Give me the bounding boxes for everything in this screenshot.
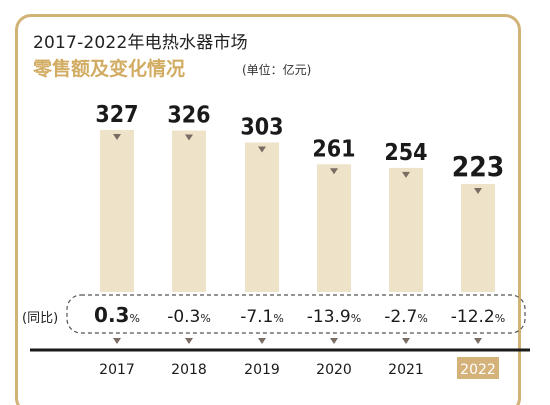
yoy-marker <box>474 338 482 344</box>
yoy-marker <box>258 338 266 344</box>
bar <box>100 130 134 292</box>
yoy-value: -2.7% <box>384 307 428 327</box>
bar <box>317 164 351 292</box>
chart-title: 2017-2022年电热水器市场 <box>33 33 248 53</box>
unit-label: (单位：亿元) <box>242 63 312 77</box>
category-label: 2021 <box>388 362 424 378</box>
bar-marker <box>474 188 482 194</box>
value-label: 254 <box>384 140 427 166</box>
bar-marker <box>402 171 410 178</box>
category-label: 2019 <box>244 362 280 378</box>
value-label: 327 <box>95 102 138 128</box>
yoy-value: -0.3% <box>167 307 211 327</box>
yoy-value: -12.2% <box>451 307 505 327</box>
yoy-label: (同比) <box>22 311 59 326</box>
category-label: 2020 <box>316 362 352 378</box>
bar-marker <box>185 134 193 141</box>
yoy-marker <box>330 338 338 344</box>
bar <box>172 130 206 292</box>
category-label: 2022 <box>460 362 496 378</box>
bar <box>461 184 495 292</box>
yoy-value: -7.1% <box>240 307 284 327</box>
bar <box>245 142 279 292</box>
category-label: 2018 <box>171 362 207 378</box>
value-label: 303 <box>240 114 283 140</box>
category-label: 2017 <box>99 362 135 378</box>
value-label: 326 <box>167 103 210 129</box>
bar-marker <box>330 168 338 175</box>
highlight-box <box>457 357 499 379</box>
chart-subtitle: 零售额及变化情况 <box>33 58 186 80</box>
yoy-box <box>66 294 526 334</box>
yoy-marker <box>113 338 121 344</box>
yoy-value: -13.9% <box>307 307 361 327</box>
yoy-value: 0.3% <box>94 303 140 327</box>
bar <box>389 167 423 292</box>
bar-marker <box>113 134 121 140</box>
value-label: 261 <box>312 136 355 162</box>
yoy-marker <box>185 338 193 344</box>
yoy-marker <box>402 338 410 344</box>
value-label: 223 <box>452 150 505 183</box>
bar-marker <box>258 146 266 153</box>
